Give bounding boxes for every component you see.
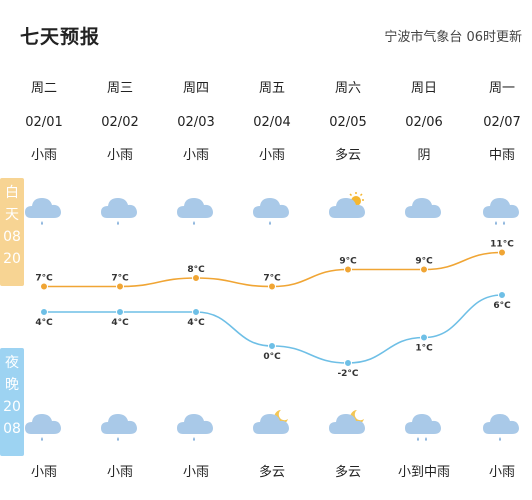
night-weather-row: 小雨 小雨 小雨 多云 多云 小到中雨 小雨	[0, 462, 532, 484]
weekday-label: 周日	[410, 81, 437, 96]
day-band-char: 08	[3, 229, 21, 245]
weekday-label: 周四	[182, 81, 209, 96]
weekday-label: 周一	[488, 81, 515, 96]
high-temp-point	[192, 274, 200, 282]
date-label: 02/05	[329, 115, 367, 130]
night-weather-label: 小雨	[488, 465, 515, 480]
update-source: 宁波市气象台 06时更新	[384, 30, 522, 45]
low-temp-label: 0°C	[263, 352, 281, 362]
weekday-label: 周六	[334, 81, 361, 96]
rain-light-icon	[250, 188, 294, 228]
high-temp-label: 7°C	[263, 274, 281, 284]
date-label: 02/06	[405, 115, 443, 130]
high-temp-label: 9°C	[415, 257, 433, 267]
high-temp-label: 9°C	[339, 257, 357, 267]
day-band-char: 天	[5, 207, 19, 223]
low-temp-point	[498, 291, 506, 299]
high-temp-point	[116, 282, 124, 291]
day-weather-label: 小雨	[258, 148, 285, 163]
weekday-label: 周二	[30, 81, 57, 96]
cloudy-day-icon	[326, 188, 370, 228]
day-band-char: 白	[5, 185, 19, 201]
night-weather-label: 小到中雨	[397, 465, 450, 480]
low-temp-point	[344, 359, 352, 367]
low-temp-label: 4°C	[35, 318, 53, 328]
rain-light-icon	[22, 188, 66, 228]
rain-moderate-icon	[402, 404, 446, 444]
day-weather-label: 小雨	[106, 148, 133, 163]
rain-light-icon	[174, 188, 218, 228]
night-weather-label: 多云	[334, 465, 361, 480]
night-weather-label: 小雨	[30, 465, 57, 480]
high-temp-point	[344, 265, 352, 274]
day-weather-label: 小雨	[30, 148, 57, 163]
day-band: 白 天 08 20	[0, 178, 24, 286]
low-temp-point	[116, 308, 124, 316]
date-row: 02/01 02/02 02/03 02/04 02/05 02/06 02/07	[0, 112, 532, 134]
rain-light-icon	[174, 404, 218, 444]
rain-light-icon	[22, 404, 66, 444]
day-weather-label: 多云	[334, 148, 361, 163]
low-temp-label: 6°C	[493, 301, 511, 311]
low-temp-point	[420, 333, 428, 342]
date-label: 02/01	[25, 115, 63, 130]
night-weather-label: 多云	[258, 465, 285, 480]
day-weather-label: 阴	[417, 148, 431, 163]
high-temp-label: 7°C	[35, 274, 53, 284]
night-weather-label: 小雨	[182, 465, 209, 480]
page-title: 七天预报	[20, 26, 101, 48]
low-temp-point	[192, 308, 200, 316]
weekday-row: 周二 周三 周四 周五 周六 周日 周一	[0, 78, 532, 100]
rain-light-icon	[98, 188, 142, 228]
day-band-char: 20	[3, 251, 21, 267]
date-label: 02/03	[177, 115, 215, 130]
low-temp-label: 4°C	[111, 318, 129, 328]
overcast-icon	[402, 188, 446, 228]
night-weather-label: 小雨	[106, 465, 133, 480]
high-temp-label: 8°C	[187, 265, 205, 275]
low-temp-label: 4°C	[187, 318, 205, 328]
weekday-label: 周五	[258, 81, 285, 96]
date-label: 02/04	[253, 115, 291, 130]
rain-light-icon	[480, 404, 524, 444]
night-band-char: 20	[3, 399, 21, 415]
day-weather-label: 中雨	[488, 148, 515, 163]
low-temp-point	[268, 342, 276, 350]
night-band-char: 08	[3, 421, 21, 437]
high-temp-label: 11°C	[490, 240, 514, 250]
high-temp-point	[40, 282, 48, 291]
high-temp-point	[268, 282, 276, 291]
rain-light-icon	[98, 404, 142, 444]
weekday-label: 周三	[106, 81, 133, 96]
rain-moderate-icon	[480, 188, 524, 228]
night-band-char: 夜	[5, 355, 19, 371]
day-weather-label: 小雨	[182, 148, 209, 163]
high-temp-point	[498, 248, 506, 257]
day-weather-row: 小雨 小雨 小雨 小雨 多云 阴 中雨	[0, 145, 532, 167]
cloudy-night-icon	[326, 404, 370, 444]
high-temp-label: 7°C	[111, 274, 129, 284]
date-label: 02/07	[483, 115, 521, 130]
low-temp-label: 1°C	[415, 344, 433, 354]
low-temp-label: -2°C	[337, 369, 358, 379]
date-label: 02/02	[101, 115, 139, 130]
night-band-char: 晚	[5, 377, 19, 393]
cloudy-night-icon	[250, 404, 294, 444]
low-temp-point	[40, 308, 48, 316]
high-temp-point	[420, 265, 428, 274]
night-band: 夜 晚 20 08	[0, 348, 24, 456]
